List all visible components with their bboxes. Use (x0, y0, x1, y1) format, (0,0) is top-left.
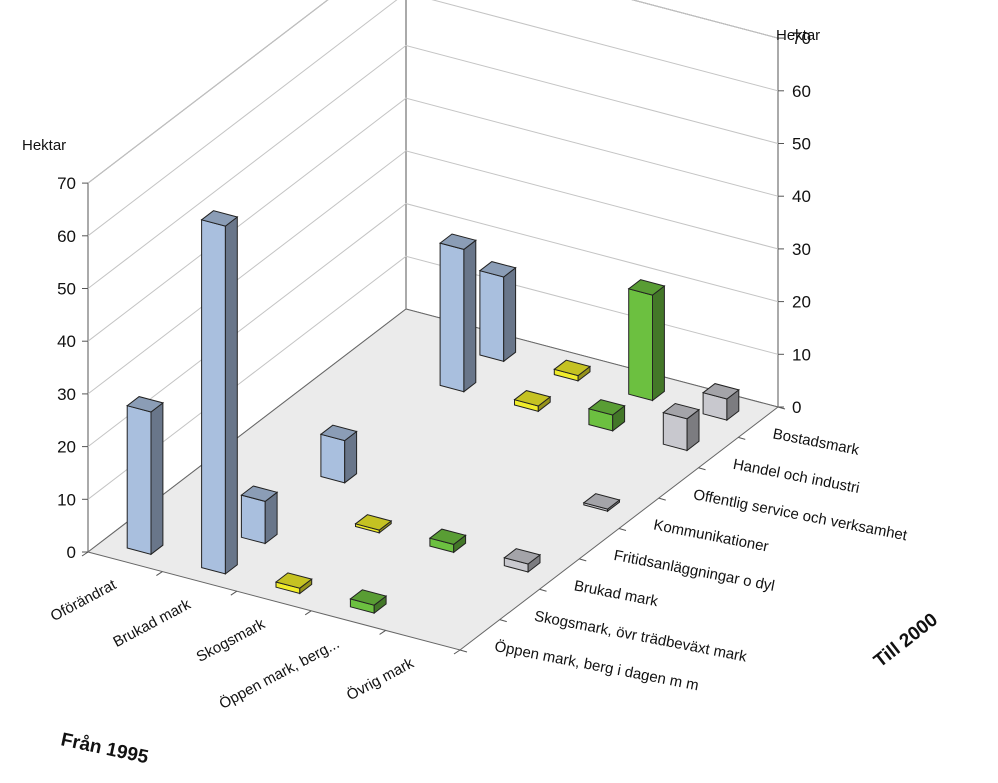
bar-top (587, 399, 626, 416)
bar-front (126, 405, 152, 555)
bar-top (319, 424, 358, 442)
bar-side (150, 401, 164, 556)
bar-front (240, 494, 266, 545)
z-tick-label-right: 10 (792, 345, 811, 364)
z-tick-label-left: 50 (57, 280, 76, 299)
gridline (87, 97, 779, 342)
bar-top (582, 493, 621, 510)
chart-bars (126, 210, 740, 615)
bar-top (354, 514, 393, 531)
x-axis-title: Från 1995 (59, 729, 151, 768)
y-tick (738, 436, 746, 440)
z-tick-label-right: 20 (792, 293, 811, 312)
gridline (87, 203, 779, 447)
bar (126, 396, 165, 556)
bar-front (439, 242, 465, 393)
y-category-label: Brukad mark (573, 577, 660, 610)
y-tick (499, 619, 507, 623)
y-tick (459, 649, 468, 653)
x-tick (304, 610, 312, 616)
bar-top (126, 396, 165, 413)
bar-top (513, 390, 552, 407)
y-category-label: Fritidsanläggningar o dyl (612, 547, 776, 595)
z-tick-label-right: 70 (792, 29, 811, 48)
bar (503, 548, 542, 574)
bar (319, 424, 358, 484)
gridline (87, 0, 779, 237)
x-tick (156, 571, 163, 577)
y-tick (539, 588, 547, 592)
x-category-label: Övrig mark (343, 654, 417, 705)
bar-top (438, 233, 477, 250)
z-tick-label-left: 30 (57, 385, 76, 404)
x-tick (81, 551, 89, 557)
bar (428, 528, 467, 554)
y-tick (658, 497, 666, 501)
bar-top (503, 548, 542, 565)
y-tick (618, 528, 627, 531)
bar-front (628, 288, 653, 402)
bar (354, 514, 393, 534)
z-tick-label-left: 10 (57, 490, 76, 509)
bar-front (479, 270, 505, 362)
z-tick-label-left: 70 (57, 174, 76, 193)
bar-side (652, 284, 665, 402)
gridline (87, 150, 779, 395)
z-tick-label-left: 60 (57, 227, 76, 246)
bar (513, 390, 552, 413)
z-tick-label-left: 20 (57, 438, 76, 457)
bar-top (240, 485, 279, 502)
x-category-label: Oförändrat (48, 576, 120, 625)
z-tick-label-right: 30 (792, 240, 811, 259)
bar (701, 383, 740, 422)
bar-top (701, 383, 740, 400)
bar (438, 233, 477, 393)
y-tick (698, 467, 706, 471)
bar (478, 261, 517, 363)
z-tick-label-right: 40 (792, 187, 811, 206)
bar (587, 399, 626, 432)
bar-front (201, 219, 226, 575)
y-category-label: Bostadsmark (771, 425, 861, 458)
bar-top (478, 261, 517, 278)
bar-top (428, 528, 467, 545)
bar (553, 359, 592, 382)
bar (662, 402, 701, 452)
z-tick-label-right: 50 (792, 135, 811, 154)
right-unit-label: Hektar (776, 27, 820, 44)
bar-front (320, 433, 346, 484)
z-tick-label-left: 40 (57, 332, 76, 351)
x-tick (379, 629, 386, 635)
bar-side (463, 239, 477, 393)
bar-top (662, 402, 701, 420)
left-unit-label: Hektar (22, 137, 66, 154)
y-axis-title: Till 2000 (870, 609, 942, 672)
y-tick (579, 558, 587, 562)
y-category-label: Handel och industri (732, 456, 861, 497)
bar (582, 493, 621, 513)
gridline (87, 0, 779, 184)
bar (349, 589, 388, 615)
bar (627, 279, 666, 402)
z-tick-label-left: 0 (67, 543, 76, 562)
bar (200, 210, 239, 575)
bar-top (553, 359, 592, 377)
bar-top (274, 572, 313, 589)
bar-side (224, 215, 238, 575)
z-tick-label-right: 0 (792, 398, 801, 417)
x-tick (453, 649, 461, 655)
y-category-label: Kommunikationer (652, 517, 770, 556)
x-category-label: Brukad mark (110, 596, 193, 651)
x-tick (230, 590, 238, 596)
bar-top (627, 279, 666, 296)
z-tick-label-right: 60 (792, 82, 811, 101)
bar-top (349, 589, 388, 606)
bar (274, 572, 313, 595)
bar (240, 485, 279, 545)
bar-side (503, 266, 517, 363)
gridline (87, 44, 779, 289)
bar-top (200, 210, 239, 227)
x-category-label: Skogsmark (194, 615, 269, 665)
